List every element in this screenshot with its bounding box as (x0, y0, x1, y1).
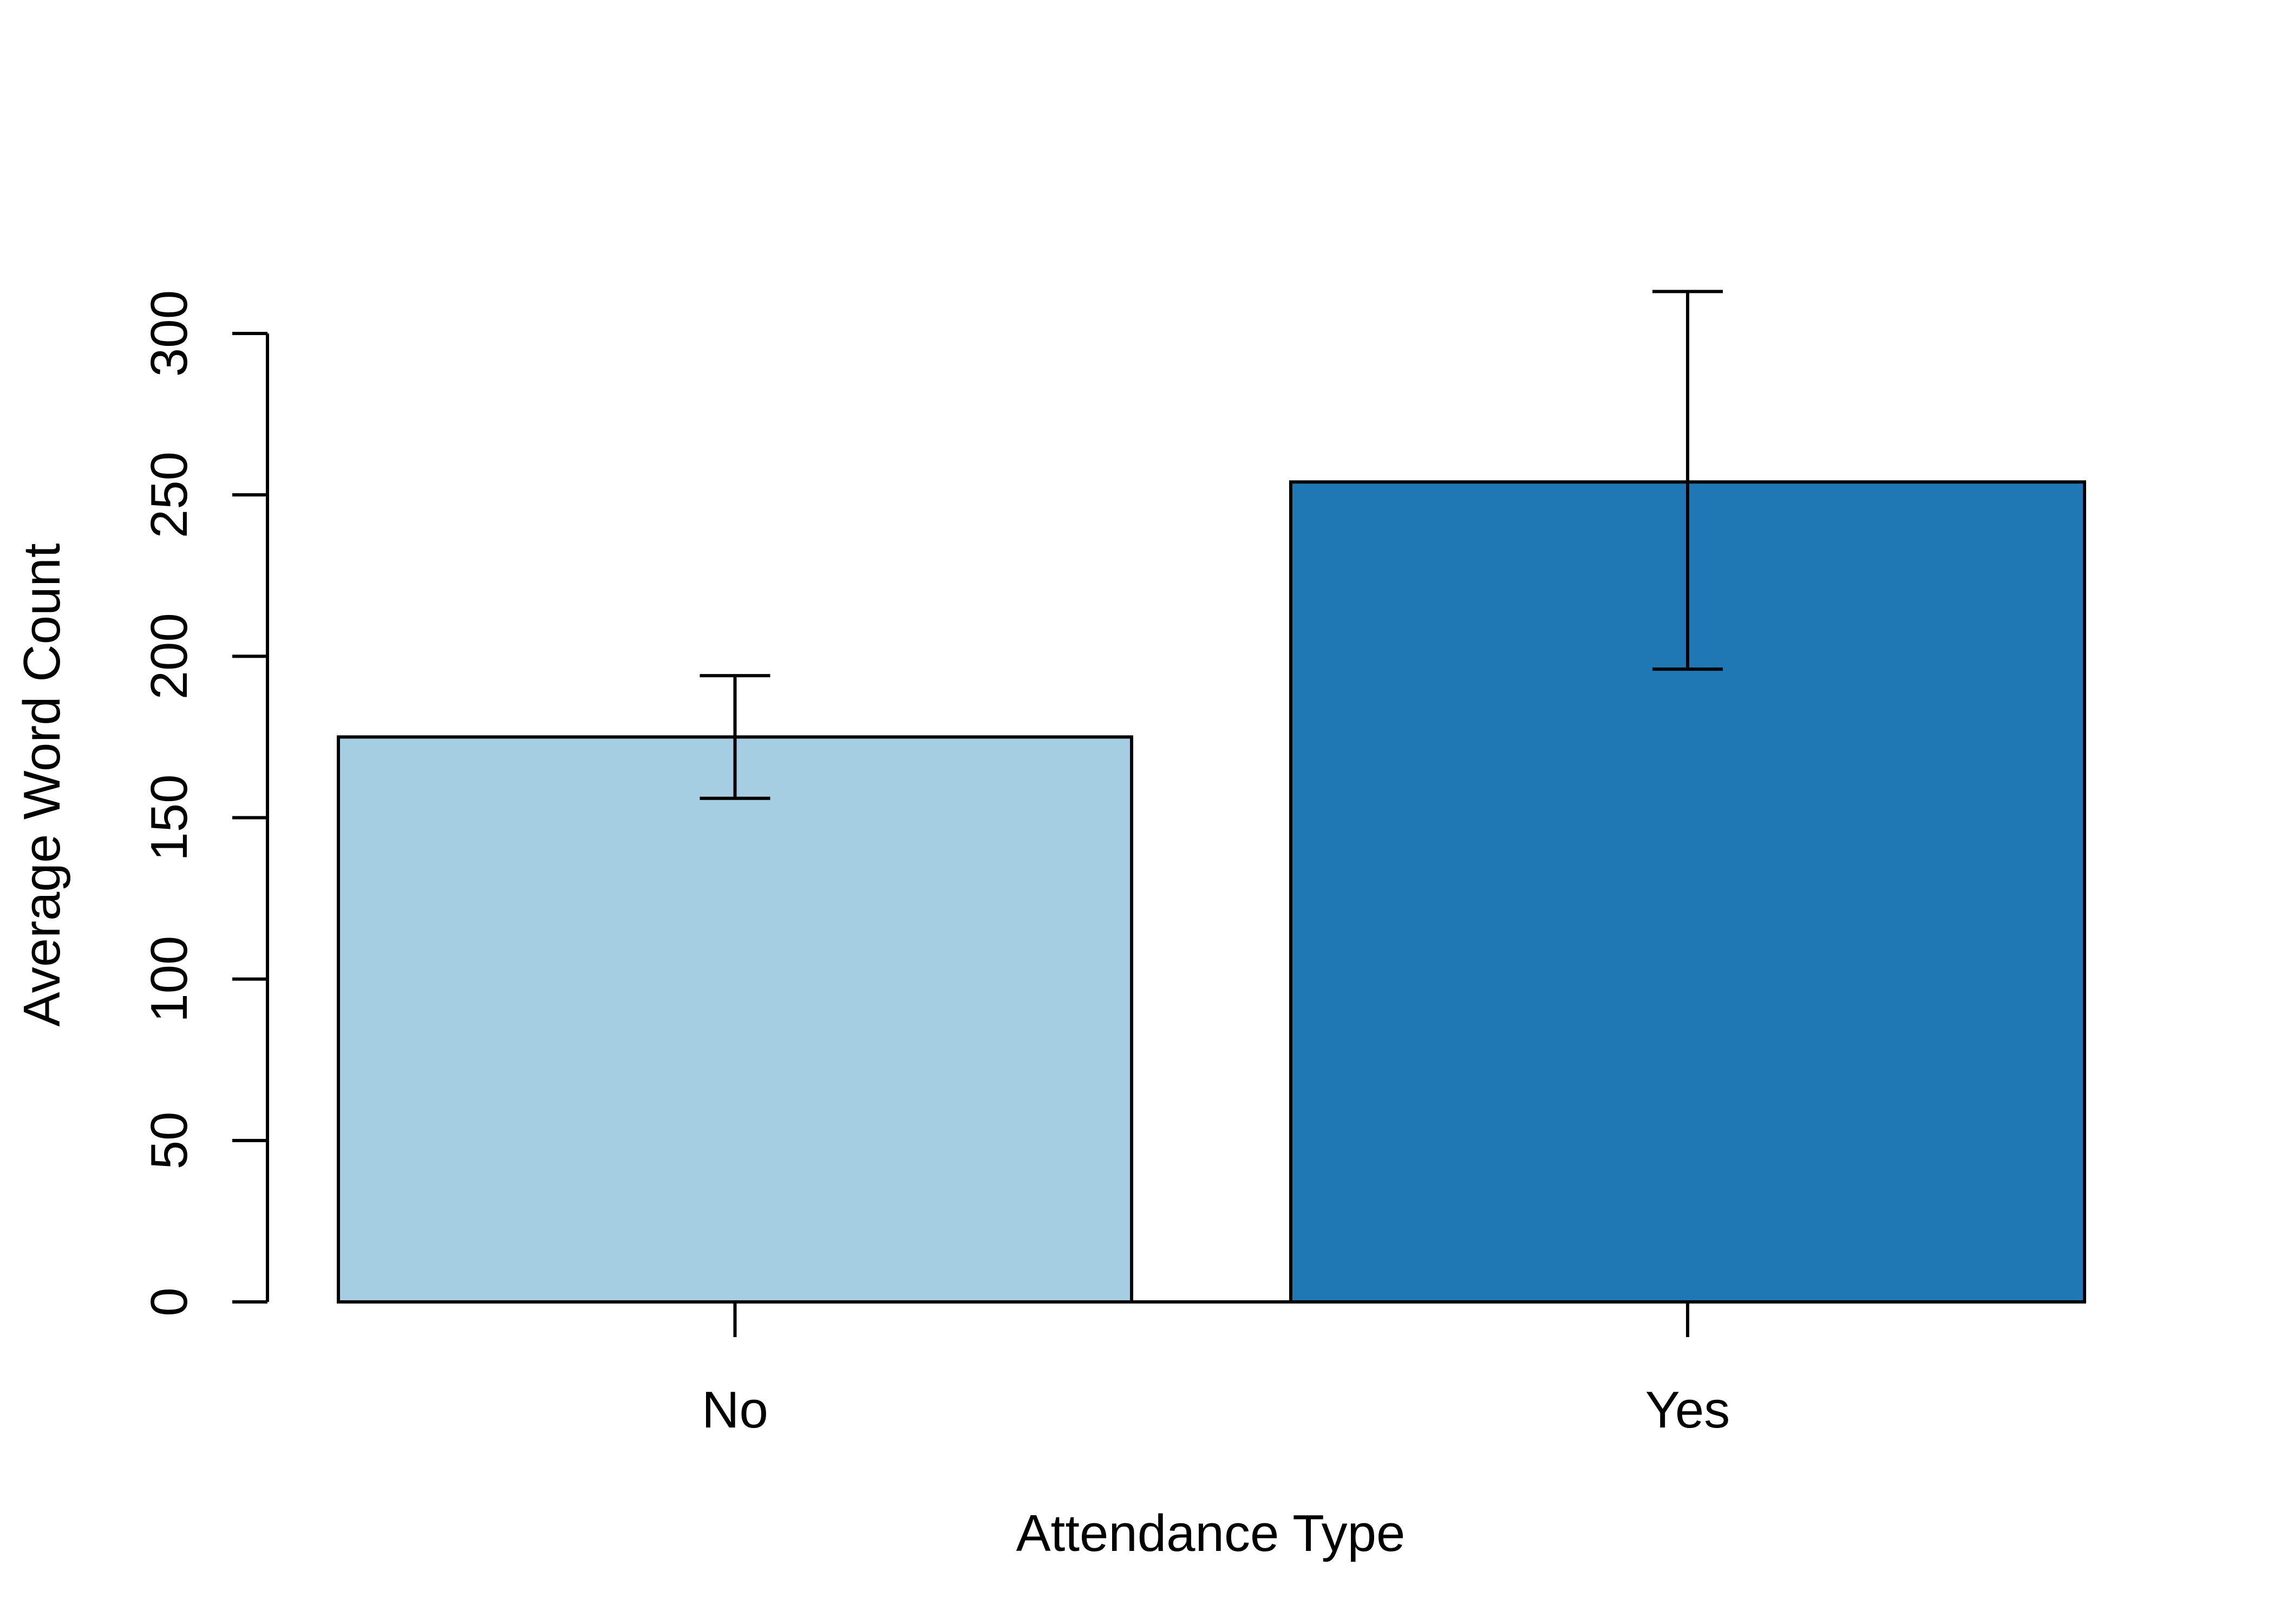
y-tick-label: 200 (140, 613, 198, 699)
y-tick-label: 300 (140, 290, 198, 377)
error-bars (700, 290, 1723, 800)
y-tick-label: 100 (140, 936, 198, 1023)
y-tick-label: 150 (140, 774, 198, 861)
y-tick-label: 50 (140, 1111, 198, 1169)
y-tick-label: 0 (140, 1287, 198, 1316)
x-tick-label-no: No (702, 1381, 768, 1439)
y-tick-label: 250 (140, 451, 198, 538)
y-axis: 0 50 100 150 200 250 300 (140, 290, 269, 1317)
y-axis-title: Average Word Count (13, 543, 71, 1027)
x-axis-title: Attendance Type (1016, 1504, 1406, 1562)
bar-no (337, 735, 1133, 1304)
bars (337, 480, 2086, 1304)
x-tick-label-yes: Yes (1645, 1381, 1730, 1439)
x-axis: No Yes (702, 1302, 1730, 1439)
